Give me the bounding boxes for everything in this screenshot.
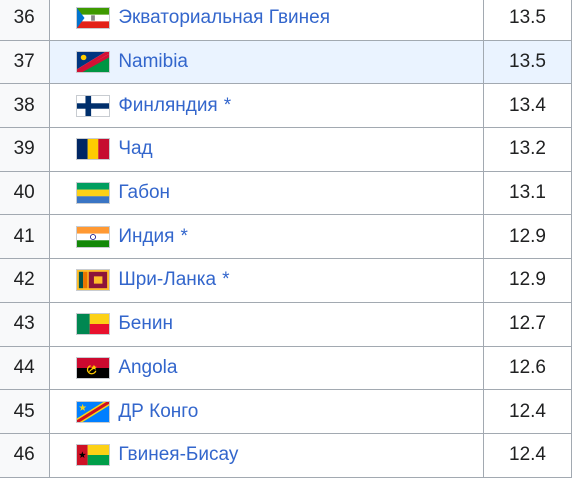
rank-cell: 37 — [0, 39, 51, 85]
equatorial-guinea-flag-icon — [76, 7, 111, 30]
value-cell: 12.9 — [482, 214, 573, 260]
table-row: 43 Бенин 12.7 — [0, 301, 573, 347]
footnote-marker: * — [180, 225, 188, 247]
rank-cell: 45 — [0, 389, 51, 434]
country-cell: Финляндия * — [49, 83, 484, 129]
country-link[interactable]: Namibia — [118, 51, 189, 73]
country-link[interactable]: Индия — [118, 225, 175, 247]
country-link[interactable]: Экваториальная Гвинея — [118, 7, 331, 29]
country-cell: ДР Конго — [49, 389, 484, 434]
country-cell: Чад — [49, 127, 484, 172]
gabon-flag-icon — [76, 182, 111, 205]
table-row: 40 Габон 13.1 — [0, 170, 573, 216]
country-link[interactable]: Шри-Ланка — [118, 269, 217, 291]
table-row: 45 ДР Конго 12.4 — [0, 389, 573, 434]
table-row: 39 Чад 13.2 — [0, 127, 573, 172]
country-link[interactable]: ДР Конго — [118, 400, 199, 422]
finland-flag-icon — [76, 94, 111, 117]
country-cell: Angola — [49, 345, 484, 391]
rank-cell: 36 — [0, 0, 51, 41]
country-link[interactable]: Бенин — [118, 313, 173, 335]
value-cell: 12.9 — [482, 258, 573, 303]
value-cell: 13.5 — [482, 0, 573, 41]
rank-cell: 44 — [0, 345, 51, 391]
footnote-marker: * — [222, 269, 230, 291]
table-row: 46 Гвинея-Бисау 12.4 — [0, 432, 573, 478]
india-flag-icon — [76, 225, 111, 248]
country-link[interactable]: Финляндия — [118, 94, 218, 116]
rank-cell: 46 — [0, 432, 51, 478]
country-cell: Бенин — [49, 301, 484, 347]
value-cell: 13.5 — [482, 39, 573, 85]
rank-cell: 40 — [0, 170, 51, 216]
country-link[interactable]: Angola — [118, 356, 178, 378]
dr-congo-flag-icon — [76, 400, 111, 423]
angola-flag-icon — [76, 356, 111, 379]
rank-cell: 41 — [0, 214, 51, 260]
table-row: 44 Angola 12.6 — [0, 345, 573, 391]
chad-flag-icon — [76, 138, 111, 161]
table-row: 41 Индия * 12.9 — [0, 214, 573, 260]
benin-flag-icon — [76, 313, 111, 336]
value-cell: 13.1 — [482, 170, 573, 216]
country-cell: Габон — [49, 170, 484, 216]
value-cell: 12.6 — [482, 345, 573, 391]
guinea-bissau-flag-icon — [76, 444, 111, 467]
value-cell: 12.7 — [482, 301, 573, 347]
namibia-flag-icon — [76, 51, 111, 74]
country-cell: Гвинея-Бисау — [49, 432, 484, 478]
table-row: 42 Шри-Ланка * 12.9 — [0, 258, 573, 303]
sri-lanka-flag-icon — [76, 269, 111, 292]
country-link[interactable]: Чад — [118, 138, 153, 160]
country-cell: Шри-Ланка * — [49, 258, 484, 303]
rank-cell: 38 — [0, 83, 51, 129]
country-cell: Namibia — [49, 39, 484, 85]
value-cell: 13.4 — [482, 83, 573, 129]
country-link[interactable]: Гвинея-Бисау — [118, 444, 239, 466]
table-row: 38 Финляндия * 13.4 — [0, 83, 573, 129]
table-row: 37 Namibia 13.5 — [0, 39, 573, 85]
rank-cell: 43 — [0, 301, 51, 347]
value-cell: 12.4 — [482, 432, 573, 478]
country-cell: Экваториальная Гвинея — [49, 0, 484, 41]
value-cell: 13.2 — [482, 127, 573, 172]
rank-cell: 42 — [0, 258, 51, 303]
value-cell: 12.4 — [482, 389, 573, 434]
rank-cell: 39 — [0, 127, 51, 172]
country-cell: Индия * — [49, 214, 484, 260]
table-row: 36 Экваториальная Гвинея 13.5 — [0, 0, 573, 41]
country-link[interactable]: Габон — [118, 182, 171, 204]
footnote-marker: * — [223, 94, 232, 116]
